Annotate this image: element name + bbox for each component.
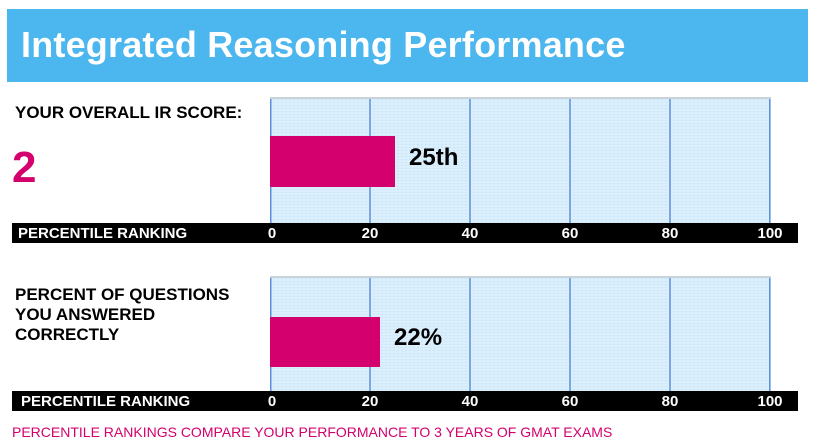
chart-questions-svg xyxy=(270,278,771,391)
chart-score-axis-title: PERCENTILE RANKING xyxy=(18,225,188,242)
x-tick-label: 40 xyxy=(461,393,479,410)
chart-score-axis: PERCENTILE RANKING 0 20 40 60 80 100 xyxy=(12,223,798,243)
x-tick-label: 80 xyxy=(661,393,679,410)
footnote: PERCENTILE RANKINGS COMPARE YOUR PERFORM… xyxy=(12,424,613,440)
x-tick-label: 80 xyxy=(661,225,679,242)
chart-questions-plot: 22% xyxy=(270,276,771,391)
chart-bar xyxy=(270,136,395,187)
x-tick-label: 20 xyxy=(361,393,379,410)
x-tick-label: 0 xyxy=(267,225,277,242)
questions-correct-label-line: YOU ANSWERED xyxy=(15,305,156,324)
x-tick-label: 40 xyxy=(461,225,479,242)
questions-percent-value-label: 22% xyxy=(394,324,443,351)
page-title: Integrated Reasoning Performance xyxy=(21,23,626,65)
questions-correct-label: PERCENT OF QUESTIONS YOU ANSWERED CORREC… xyxy=(15,285,265,345)
score-percentile-value-label: 25th xyxy=(409,144,459,171)
chart-questions-axis: PERCENTILE RANKING 0 20 40 60 80 100 xyxy=(12,391,798,411)
chart-score-plot: 25th xyxy=(270,97,771,223)
chart-score-svg xyxy=(270,99,771,223)
questions-correct-label-line: PERCENT OF QUESTIONS xyxy=(15,285,230,304)
overall-score-value: 2 xyxy=(12,143,37,192)
x-tick-label: 60 xyxy=(561,393,579,410)
chart-bar xyxy=(270,317,380,367)
x-tick-label: 100 xyxy=(757,393,783,410)
chart-questions-axis-title: PERCENTILE RANKING xyxy=(21,393,191,410)
x-tick-label: 60 xyxy=(561,225,579,242)
overall-score-label: YOUR OVERALL IR SCORE: xyxy=(15,103,243,122)
x-tick-label: 20 xyxy=(361,225,379,242)
header-banner: Integrated Reasoning Performance xyxy=(7,9,808,82)
x-tick-label: 100 xyxy=(757,225,783,242)
x-tick-label: 0 xyxy=(267,393,277,410)
questions-correct-label-line: CORRECTLY xyxy=(15,325,120,344)
